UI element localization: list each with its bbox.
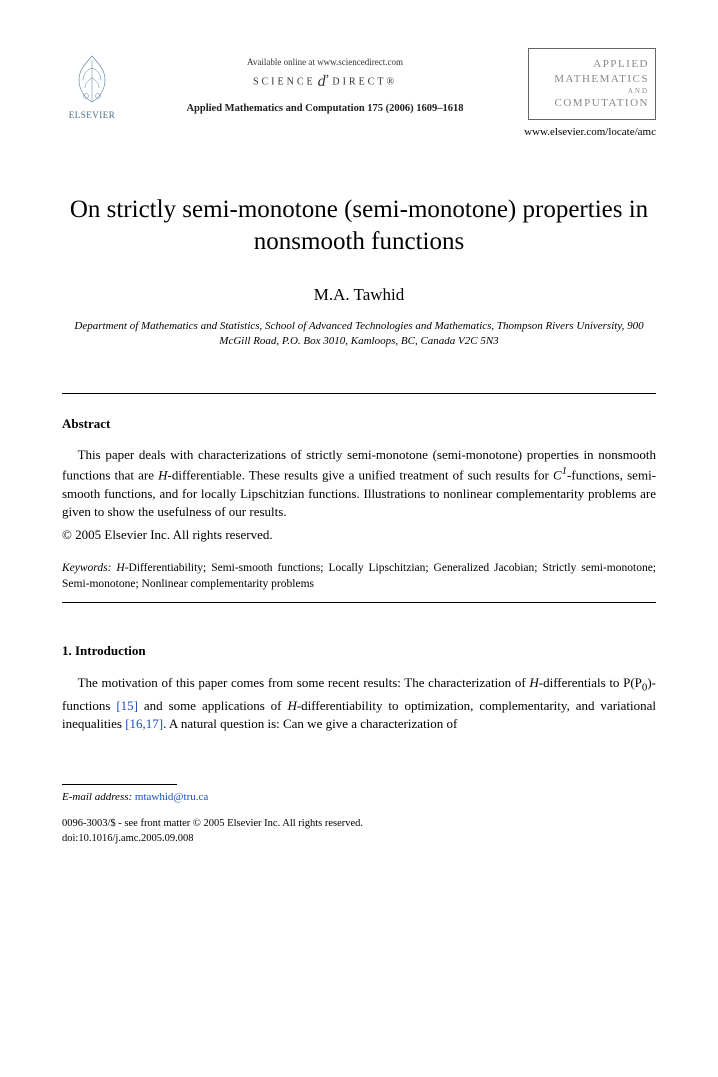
paper-title: On strictly semi-monotone (semi-monotone… xyxy=(62,194,656,259)
footer-line1: 0096-3003/$ - see front matter © 2005 El… xyxy=(62,817,656,832)
science-direct-right: DIRECT® xyxy=(332,76,397,87)
abstract-copyright: © 2005 Elsevier Inc. All rights reserved… xyxy=(62,526,656,544)
journal-box-line1: APPLIED xyxy=(535,57,649,72)
journal-box-line2: MATHEMATICS xyxy=(535,72,649,87)
elsevier-block: ELSEVIER xyxy=(62,50,122,120)
intro-t2: -differentials to P(P xyxy=(539,675,642,690)
intro-H1: H xyxy=(529,675,538,690)
science-direct-left: SCIENCE xyxy=(253,76,316,87)
available-online-text: Available online at www.sciencedirect.co… xyxy=(130,57,520,67)
intro-t4: and some applications of xyxy=(138,698,287,713)
header: ELSEVIER Available online at www.science… xyxy=(62,48,656,120)
journal-box-and: AND xyxy=(535,87,649,96)
journal-title-box: APPLIED MATHEMATICS AND COMPUTATION xyxy=(528,48,656,120)
email-link[interactable]: mtawhid@tru.ca xyxy=(135,791,208,803)
keywords-text: -Differentiability; Semi-smooth function… xyxy=(62,562,656,590)
elsevier-label: ELSEVIER xyxy=(69,110,116,120)
affiliation: Department of Mathematics and Statistics… xyxy=(62,319,656,349)
cite-16-17[interactable]: [16,17] xyxy=(125,716,163,731)
cite-15[interactable]: [15] xyxy=(116,698,138,713)
keywords: Keywords: H-Differentiability; Semi-smoo… xyxy=(62,560,656,592)
abstract-C-italic: C xyxy=(553,467,562,482)
intro-paragraph: The motivation of this paper comes from … xyxy=(62,674,656,734)
rule-below-keywords xyxy=(62,602,656,603)
science-direct-logo: SCIENCEďDIRECT® xyxy=(130,73,520,91)
footer-line2: doi:10.1016/j.amc.2005.09.008 xyxy=(62,832,656,847)
footnote-rule xyxy=(62,784,177,785)
header-center: Available online at www.sciencedirect.co… xyxy=(122,57,528,120)
sd-swirl-icon: ď xyxy=(318,73,331,91)
elsevier-tree-icon xyxy=(67,50,117,108)
abstract-heading: Abstract xyxy=(62,416,656,432)
intro-t1: The motivation of this paper comes from … xyxy=(78,675,530,690)
journal-reference: Applied Mathematics and Computation 175 … xyxy=(130,103,520,114)
intro-t6: . A natural question is: Can we give a c… xyxy=(163,716,457,731)
footnote-email: E-mail address: mtawhid@tru.ca xyxy=(62,791,656,803)
intro-H2: H xyxy=(287,698,296,713)
author-name: M.A. Tawhid xyxy=(62,285,656,305)
abstract-H-italic: H xyxy=(158,467,167,482)
email-label: E-mail address: xyxy=(62,791,132,803)
footer: 0096-3003/$ - see front matter © 2005 El… xyxy=(62,817,656,846)
rule-above-abstract xyxy=(62,393,656,394)
abstract-text-2: -differentiable. These results give a un… xyxy=(168,467,553,482)
intro-heading: 1. Introduction xyxy=(62,643,656,659)
keywords-label: Keywords: xyxy=(62,562,111,574)
journal-box-line3: COMPUTATION xyxy=(535,96,649,111)
keywords-H: H xyxy=(116,562,124,574)
locate-url: www.elsevier.com/locate/amc xyxy=(62,126,656,138)
abstract-body: This paper deals with characterizations … xyxy=(62,446,656,522)
